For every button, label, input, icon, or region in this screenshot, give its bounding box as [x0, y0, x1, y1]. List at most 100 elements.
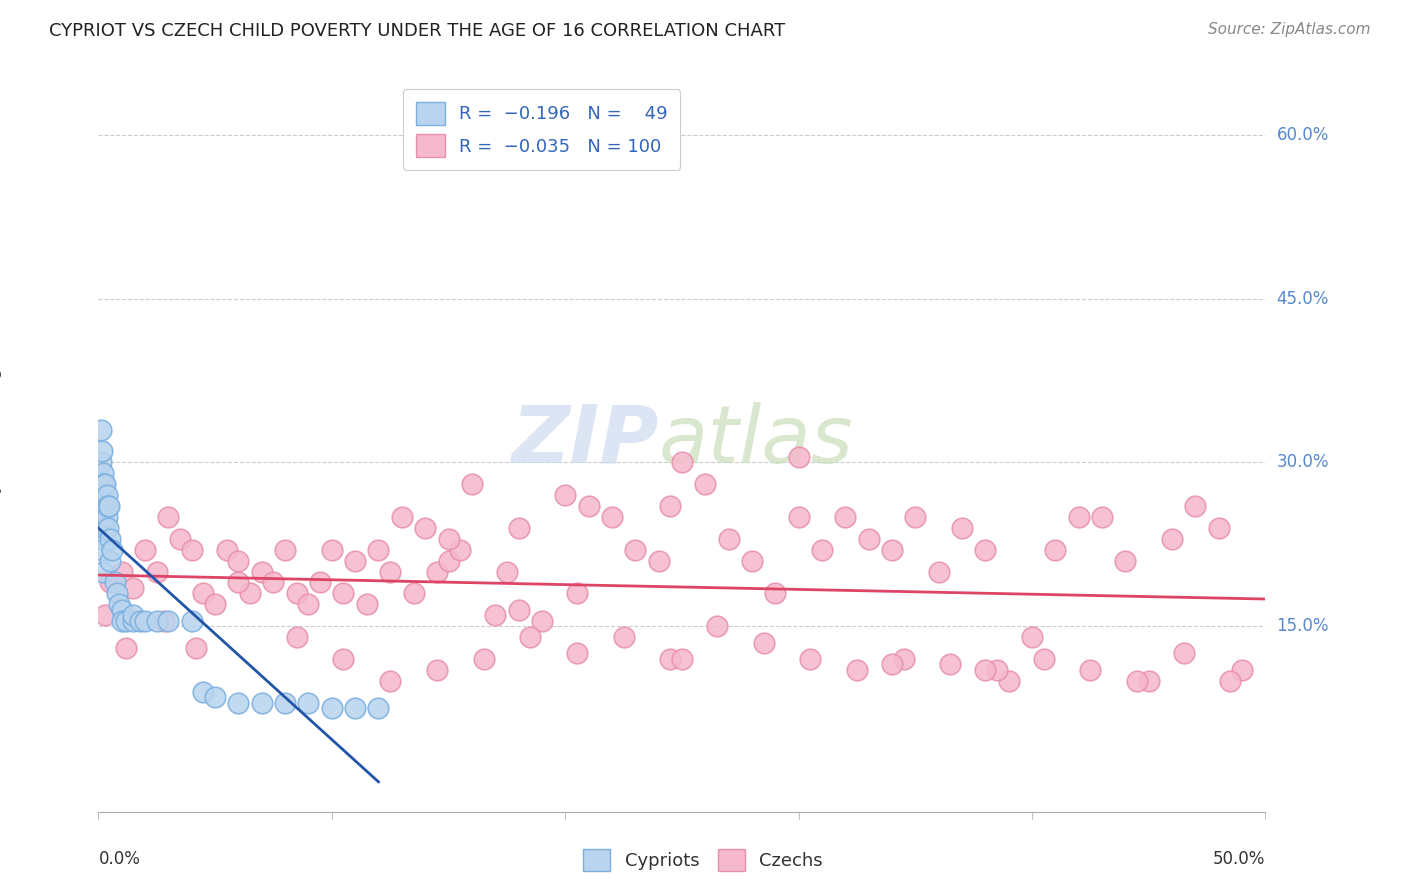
Point — [1080, 663, 1102, 677]
Text: Source: ZipAtlas.com: Source: ZipAtlas.com — [1208, 22, 1371, 37]
Text: CYPRIOT VS CZECH CHILD POVERTY UNDER THE AGE OF 16 CORRELATION CHART: CYPRIOT VS CZECH CHILD POVERTY UNDER THE… — [49, 22, 786, 40]
Point — [1161, 532, 1184, 546]
Point — [554, 488, 576, 502]
Point — [495, 565, 517, 579]
Point — [671, 455, 693, 469]
Point — [565, 586, 588, 600]
Text: atlas: atlas — [658, 401, 853, 480]
Point — [519, 630, 541, 644]
Point — [111, 565, 134, 579]
Point — [90, 477, 112, 491]
Point — [94, 477, 117, 491]
Point — [97, 499, 120, 513]
Point — [624, 542, 647, 557]
Point — [799, 652, 821, 666]
Point — [787, 510, 810, 524]
Point — [250, 696, 273, 710]
Point — [93, 477, 115, 491]
Point — [122, 614, 145, 628]
Text: 30.0%: 30.0% — [1277, 453, 1329, 471]
Point — [974, 542, 997, 557]
Point — [111, 603, 134, 617]
Point — [321, 542, 343, 557]
Legend: Cypriots, Czechs: Cypriots, Czechs — [576, 842, 830, 879]
Point — [146, 565, 169, 579]
Point — [152, 614, 174, 628]
Point — [215, 542, 238, 557]
Point — [391, 510, 413, 524]
Point — [484, 608, 506, 623]
Point — [426, 565, 449, 579]
Point — [98, 554, 121, 568]
Point — [741, 554, 763, 568]
Point — [104, 575, 127, 590]
Point — [706, 619, 728, 633]
Point — [671, 652, 693, 666]
Text: 60.0%: 60.0% — [1277, 126, 1329, 144]
Point — [157, 510, 180, 524]
Point — [98, 532, 121, 546]
Point — [834, 510, 856, 524]
Point — [356, 597, 378, 611]
Point — [193, 684, 215, 698]
Point — [108, 597, 131, 611]
Point — [858, 532, 880, 546]
Point — [157, 614, 180, 628]
Point — [939, 657, 962, 672]
Point — [695, 477, 717, 491]
Point — [426, 663, 449, 677]
Point — [565, 647, 588, 661]
Point — [193, 586, 215, 600]
Point — [1219, 673, 1241, 688]
Text: 15.0%: 15.0% — [1277, 617, 1329, 635]
Point — [91, 565, 114, 579]
Point — [997, 673, 1019, 688]
Text: ZIP: ZIP — [512, 401, 658, 480]
Point — [90, 423, 112, 437]
Text: Child Poverty Under the Age of 16: Child Poverty Under the Age of 16 — [0, 310, 3, 593]
Point — [90, 499, 112, 513]
Point — [115, 614, 138, 628]
Point — [94, 608, 117, 623]
Point — [90, 488, 112, 502]
Point — [378, 565, 402, 579]
Point — [928, 565, 950, 579]
Point — [904, 510, 927, 524]
Point — [845, 663, 868, 677]
Point — [893, 652, 915, 666]
Point — [122, 581, 145, 595]
Point — [90, 455, 112, 469]
Point — [239, 586, 262, 600]
Point — [880, 542, 903, 557]
Point — [134, 542, 156, 557]
Point — [129, 614, 152, 628]
Point — [472, 652, 495, 666]
Point — [367, 542, 389, 557]
Text: 45.0%: 45.0% — [1277, 290, 1329, 308]
Point — [344, 701, 367, 715]
Point — [228, 554, 250, 568]
Point — [880, 657, 903, 672]
Point — [647, 554, 669, 568]
Point — [974, 663, 997, 677]
Point — [508, 603, 530, 617]
Point — [186, 640, 208, 655]
Text: 0.0%: 0.0% — [98, 850, 141, 868]
Point — [986, 663, 1008, 677]
Point — [169, 532, 191, 546]
Point — [530, 614, 553, 628]
Point — [600, 510, 623, 524]
Point — [1230, 663, 1253, 677]
Point — [90, 542, 112, 557]
Point — [402, 586, 425, 600]
Point — [950, 521, 973, 535]
Point — [811, 542, 834, 557]
Point — [115, 640, 138, 655]
Point — [449, 542, 471, 557]
Point — [98, 575, 121, 590]
Point — [250, 565, 273, 579]
Point — [228, 696, 250, 710]
Point — [437, 532, 460, 546]
Point — [91, 488, 114, 502]
Point — [1067, 510, 1090, 524]
